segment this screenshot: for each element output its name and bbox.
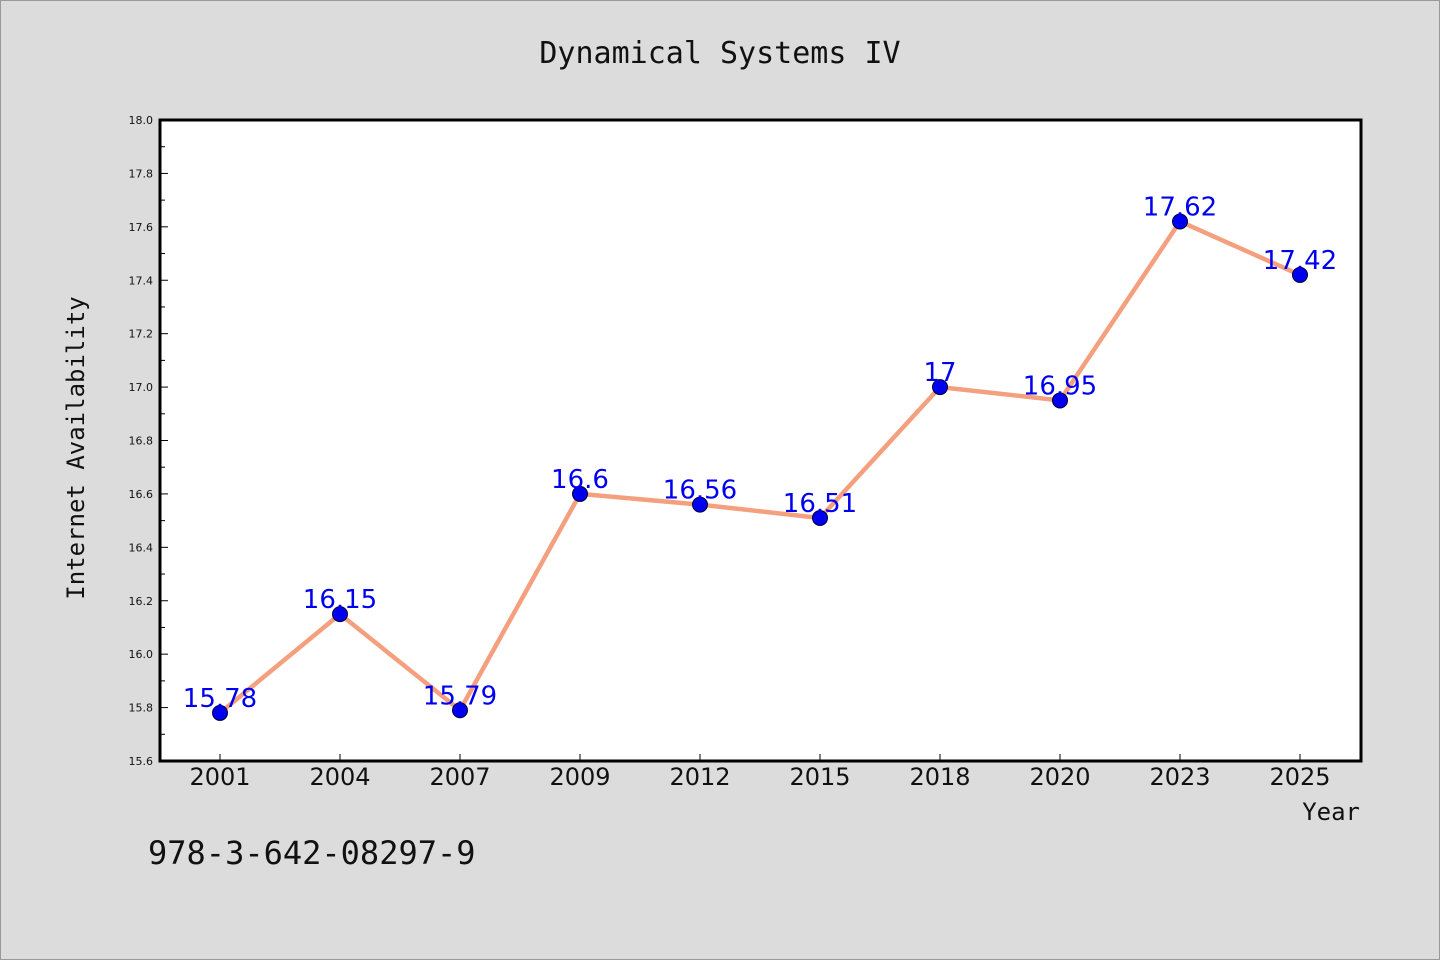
x-tick-label: 2009 bbox=[549, 763, 610, 791]
chart-title: Dynamical Systems IV bbox=[539, 36, 900, 71]
y-axis: 15.6 15.8 16.0 16.2 16.4 16.6 16.8 17.0 17.2 17.4… bbox=[129, 114, 168, 768]
data-label: 17.62 bbox=[1143, 192, 1217, 222]
data-label: 17 bbox=[923, 358, 956, 388]
x-tick-label: 2025 bbox=[1269, 763, 1330, 791]
y-tick-label: 17.4 bbox=[129, 274, 154, 287]
data-line bbox=[217, 219, 1303, 716]
y-axis-title: Internet Availability bbox=[62, 296, 90, 599]
y-tick-label: 16.6 bbox=[129, 488, 154, 501]
y-tick-label: 16.0 bbox=[129, 648, 154, 661]
x-tick-label: 2012 bbox=[669, 763, 730, 791]
x-axis: 2001 2004 2007 2009 2012 2015 2018 2020 2023 2025 bbox=[189, 754, 1331, 791]
y-tick-label: 17.0 bbox=[129, 381, 154, 394]
y-tick-label: 16.8 bbox=[129, 435, 154, 448]
markers-group bbox=[212, 213, 1308, 721]
data-point bbox=[212, 704, 228, 721]
series-line-group bbox=[217, 219, 1303, 716]
x-tick-label: 2007 bbox=[429, 763, 490, 791]
y-tick-label: 15.6 bbox=[129, 755, 154, 768]
data-labels-group: 15.78 16.15 15.79 16.6 16.56 16.51 17 16.95 17.6… bbox=[183, 192, 1337, 713]
data-label: 16.15 bbox=[303, 585, 377, 615]
data-label: 16.6 bbox=[551, 465, 609, 495]
data-point bbox=[452, 702, 468, 719]
y-tick-label: 17.8 bbox=[129, 167, 154, 180]
x-tick-label: 2018 bbox=[909, 763, 970, 791]
x-tick-label: 2004 bbox=[309, 763, 370, 791]
data-point bbox=[1292, 266, 1308, 283]
data-point bbox=[932, 379, 948, 396]
data-point bbox=[1052, 392, 1068, 409]
data-point bbox=[332, 606, 348, 623]
y-tick-label: 17.2 bbox=[129, 328, 154, 341]
data-point bbox=[1172, 213, 1188, 230]
y-tick-label: 16.2 bbox=[129, 595, 154, 608]
y-tick-label: 15.8 bbox=[129, 702, 154, 715]
data-label: 17.42 bbox=[1263, 246, 1337, 276]
data-label: 15.78 bbox=[183, 684, 257, 714]
x-tick-label: 2015 bbox=[789, 763, 850, 791]
x-tick-label: 2001 bbox=[189, 763, 250, 791]
data-label: 16.51 bbox=[783, 489, 857, 519]
data-label: 16.56 bbox=[663, 476, 737, 506]
x-tick-label: 2020 bbox=[1029, 763, 1090, 791]
x-axis-title: Year bbox=[1302, 798, 1360, 826]
y-tick-label: 17.6 bbox=[129, 221, 154, 234]
data-label: 16.95 bbox=[1023, 371, 1097, 401]
plot-area bbox=[158, 118, 1363, 763]
data-label: 15.79 bbox=[423, 681, 497, 711]
x-tick-label: 2023 bbox=[1149, 763, 1210, 791]
data-point bbox=[812, 509, 828, 526]
isbn-annotation: 978-3-642-08297-9 bbox=[148, 834, 476, 872]
data-point bbox=[692, 496, 708, 513]
data-point bbox=[572, 485, 588, 502]
y-tick-label: 18.0 bbox=[129, 114, 154, 127]
y-tick-label: 16.4 bbox=[129, 541, 154, 554]
